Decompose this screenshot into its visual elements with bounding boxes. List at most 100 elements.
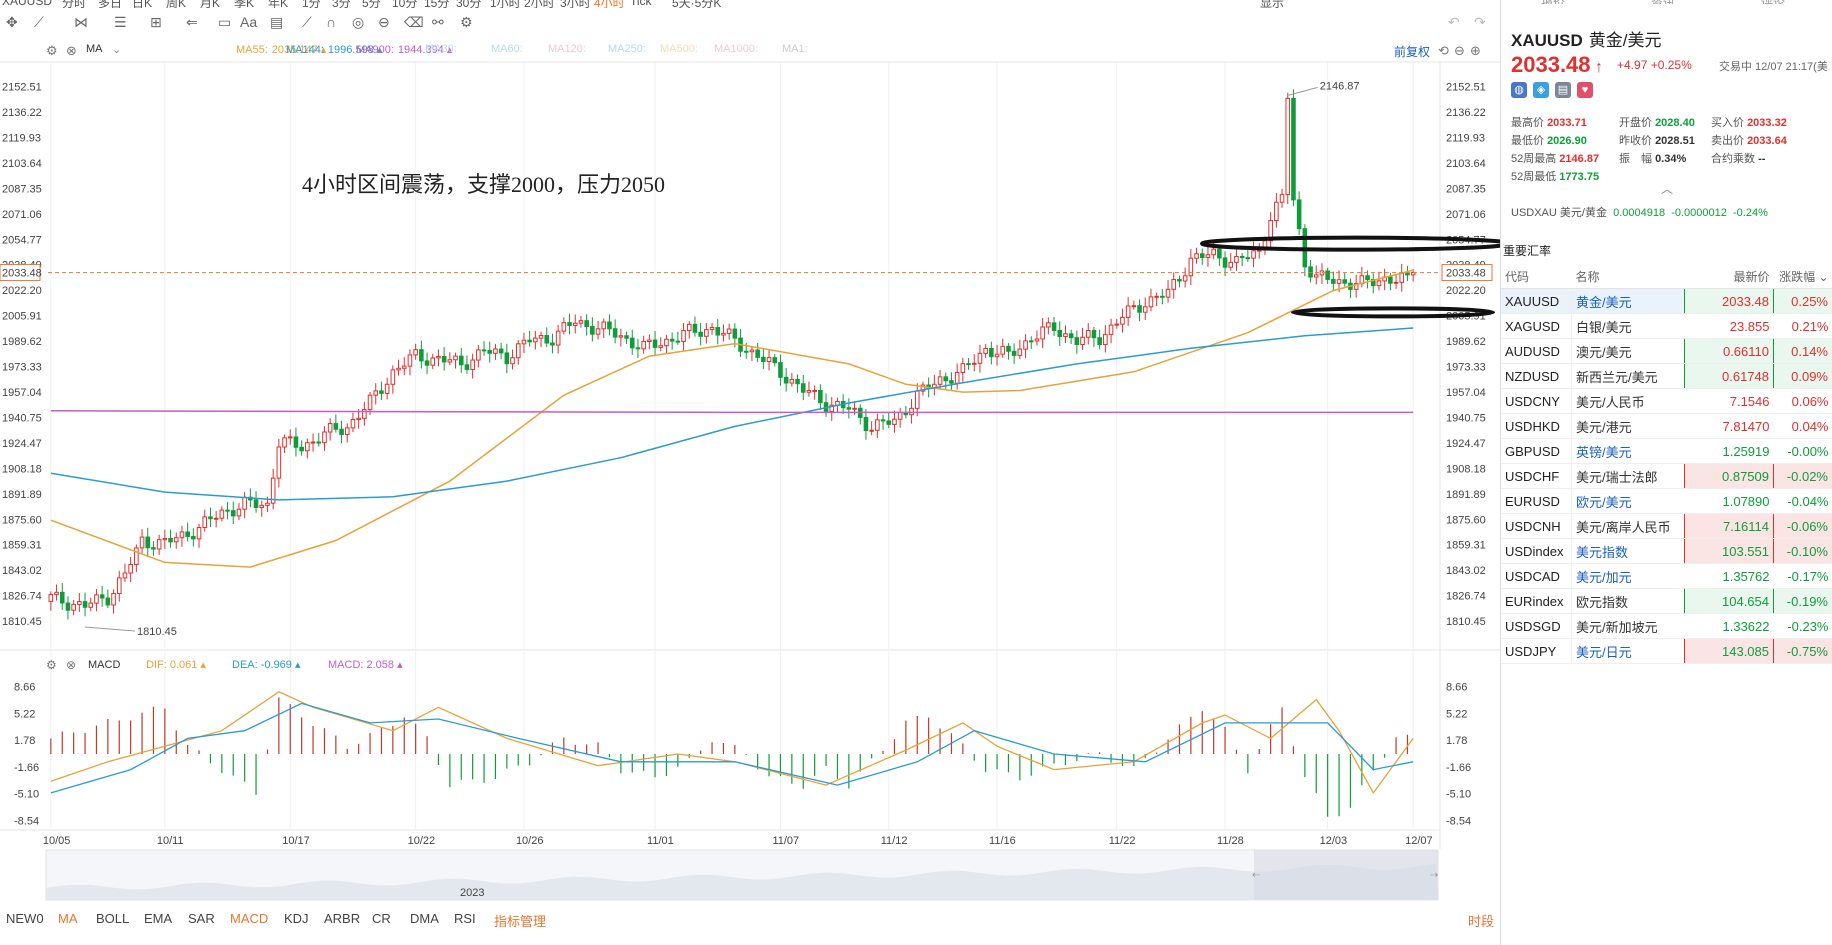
favorite-heart-icon[interactable]: ♥ [1577, 82, 1593, 98]
row-name[interactable]: 美元指数 [1571, 538, 1685, 564]
watchlist-row[interactable]: USDCHF 美元/瑞士法郎 0.87509 -0.02% [1501, 463, 1832, 489]
timeframe-1[interactable]: 分时 [62, 0, 87, 8]
row-name[interactable]: 美元/日元 [1571, 638, 1685, 664]
timeframe-10[interactable]: 5分 [362, 0, 381, 8]
timeframe-19[interactable]: 5天·5分K [672, 0, 722, 8]
watchlist-row[interactable]: USDJPY 美元/日元 143.085 -0.75% [1501, 638, 1832, 664]
row-name[interactable]: 美元/港元 [1571, 413, 1685, 439]
timeframe-0[interactable]: XAUUSD [2, 0, 53, 8]
timeframe-3[interactable]: 日K [132, 0, 153, 8]
adjust-mode-button[interactable]: 前复权 [1394, 45, 1431, 59]
row-name[interactable]: 新西兰元/美元 [1571, 363, 1685, 389]
tab-comments[interactable]: 评论 [1761, 0, 1785, 4]
note-icon[interactable]: ▤ [1555, 82, 1571, 98]
timeframe-12[interactable]: 15分 [424, 0, 450, 8]
timeframe-11[interactable]: 10分 [392, 0, 418, 8]
watchlist-row[interactable]: GBPUSD 英镑/美元 1.25919 -0.00% [1501, 438, 1832, 464]
arrow-tool-icon[interactable]: ⇐ [186, 14, 198, 30]
watchlist-row[interactable]: USDCNY 美元/人民币 7.1546 0.06% [1501, 388, 1832, 414]
row-name[interactable]: 美元/人民币 [1571, 388, 1685, 414]
row-name[interactable]: 欧元指数 [1571, 588, 1685, 614]
watchlist-row[interactable]: XAGUSD 白银/美元 23.855 0.21% [1501, 313, 1832, 339]
magnet-tool-icon[interactable]: ∩ [326, 14, 337, 30]
watchlist-row[interactable]: XAUUSD 黄金/美元 2033.48 0.25% [1501, 288, 1832, 314]
timeframe-17[interactable]: 4小时 [594, 0, 625, 8]
indicator-tab-arbr[interactable]: ARBR [324, 911, 361, 926]
indicator-tab-macd[interactable]: MACD [230, 911, 269, 926]
ruler-tool-icon[interactable]: ⟋ [302, 14, 312, 30]
row-name[interactable]: 澳元/美元 [1571, 338, 1685, 364]
comment-tool-icon[interactable]: ▤ [270, 14, 284, 30]
usdxau-row[interactable]: USDXAU 美元/黄金 0.0004918 -0.0000012 -0.24% [1511, 207, 1768, 219]
indicator-tab-指标管理[interactable]: 指标管理 [494, 914, 547, 929]
col-price[interactable]: 最新价 [1684, 264, 1774, 289]
text-tool-icon[interactable]: Aa [240, 14, 258, 30]
lock-tool-icon[interactable]: ⊖ [378, 14, 390, 30]
timeframe-9[interactable]: 3分 [332, 0, 351, 8]
row-name[interactable]: 美元/离岸人民币 [1571, 513, 1685, 539]
row-name[interactable]: 英镑/美元 [1571, 438, 1685, 464]
ma-indicator-name[interactable]: MA [86, 43, 103, 55]
tab-quote[interactable]: 报价 [1541, 0, 1565, 4]
globe-icon[interactable]: ◍ [1511, 82, 1527, 98]
channel-tool-icon[interactable]: ☰ [114, 14, 127, 30]
zoom-out-icon[interactable]: ⊖ [1454, 43, 1465, 58]
indicator-tab-dma[interactable]: DMA [410, 911, 439, 926]
link-tool-icon[interactable]: ⚯ [432, 14, 444, 30]
fib-tool-icon[interactable]: ⊞ [150, 14, 162, 30]
timeframe-4[interactable]: 周K [166, 0, 187, 8]
indicator-tab-rsi[interactable]: RSI [454, 911, 476, 926]
ma-close-icon[interactable]: ⊗ [66, 43, 77, 58]
watchlist-row[interactable]: AUDUSD 澳元/美元 0.66110 0.14% [1501, 338, 1832, 364]
row-name[interactable]: 美元/瑞士法郎 [1571, 463, 1685, 489]
collapse-chevron-icon[interactable]: ︿ [1661, 182, 1674, 196]
col-name[interactable]: 名称 [1571, 264, 1685, 289]
row-name[interactable]: 欧元/美元 [1571, 488, 1685, 514]
timeframe-8[interactable]: 1分 [302, 0, 321, 8]
session-button[interactable]: 时段 [1468, 914, 1495, 929]
timeframe-18[interactable]: Tick [630, 0, 652, 8]
ma-settings-icon[interactable]: ⚙ [46, 43, 58, 58]
timeframe-7[interactable]: 年K [268, 0, 289, 8]
watchlist-row[interactable]: USDHKD 美元/港元 7.81470 0.04% [1501, 413, 1832, 439]
row-name[interactable]: 美元/加元 [1571, 563, 1685, 589]
redo-icon[interactable]: ↷ [1474, 14, 1486, 30]
indicator-tab-cr[interactable]: CR [372, 911, 391, 926]
timeframe-16[interactable]: 3小时 [560, 0, 591, 8]
zoom-in-icon[interactable]: ⊕ [1470, 43, 1481, 58]
indicator-tab-boll[interactable]: BOLL [96, 911, 130, 926]
indicator-tab-sar[interactable]: SAR [188, 911, 215, 926]
col-change[interactable]: 涨跌幅 ⌄ [1773, 264, 1832, 289]
tab-news[interactable]: 资讯 [1651, 0, 1675, 4]
timeframe-13[interactable]: 30分 [456, 0, 482, 8]
row-name[interactable]: 白银/美元 [1571, 313, 1685, 339]
row-name[interactable]: 美元/新加坡元 [1571, 613, 1685, 639]
watchlist-row[interactable]: USDindex 美元指数 103.551 -0.10% [1501, 538, 1832, 564]
watchlist-row[interactable]: USDCAD 美元/加元 1.35762 -0.17% [1501, 563, 1832, 589]
undo-icon[interactable]: ↶ [1448, 14, 1460, 30]
tag-icon[interactable]: ◈ [1533, 82, 1549, 98]
trash-tool-icon[interactable]: ⌫ [404, 14, 424, 30]
timeframe-5[interactable]: 月K [200, 0, 221, 8]
timeframe-14[interactable]: 1小时 [490, 0, 521, 8]
trend-tool-icon[interactable]: ⟋ [34, 14, 44, 30]
indicator-tab-new0[interactable]: NEW0 [6, 911, 44, 926]
indicator-tab-ma[interactable]: MA [58, 911, 78, 926]
timeframe-15[interactable]: 2小时 [524, 0, 555, 8]
timeframe-6[interactable]: 季K [234, 0, 255, 8]
watchlist-row[interactable]: NZDUSD 新西兰元/美元 0.61748 0.09% [1501, 363, 1832, 389]
crosshair-tool-icon[interactable]: ✥ [6, 14, 18, 30]
display-menu[interactable]: 显示 [1260, 0, 1285, 8]
watchlist-row[interactable]: USDCNH 美元/离岸人民币 7.16114 -0.06% [1501, 513, 1832, 539]
ma-dropdown-icon[interactable]: ⌄ [112, 44, 122, 56]
eye-tool-icon[interactable]: ◎ [352, 14, 365, 30]
timeframe-2[interactable]: 多日 [98, 0, 123, 8]
watchlist-row[interactable]: USDSGD 美元/新加坡元 1.33622 -0.23% [1501, 613, 1832, 639]
settings-tool-icon[interactable]: ⚙ [460, 14, 473, 30]
rect-tool-icon[interactable]: ▭ [218, 14, 232, 30]
row-name[interactable]: 黄金/美元 [1571, 288, 1685, 314]
watchlist-row[interactable]: EURindex 欧元指数 104.654 -0.19% [1501, 588, 1832, 614]
col-code[interactable]: 代码 [1501, 264, 1572, 289]
watchlist-row[interactable]: EURUSD 欧元/美元 1.07890 -0.04% [1501, 488, 1832, 514]
indicator-tab-ema[interactable]: EMA [144, 911, 173, 926]
